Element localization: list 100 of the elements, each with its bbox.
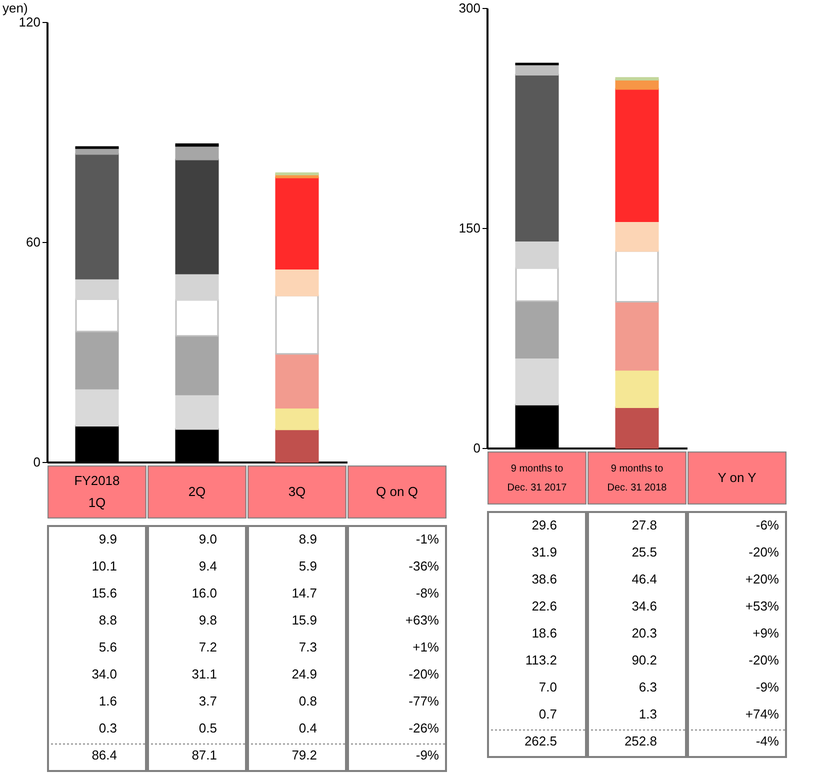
bar xyxy=(175,145,219,160)
text: -20% xyxy=(748,544,780,560)
data-label: 7.3 xyxy=(298,640,317,654)
data-label: 1.3 xyxy=(638,706,657,722)
data-label: 34.0 xyxy=(92,666,117,682)
text: Y on Y xyxy=(718,470,757,485)
data-label: 7.2 xyxy=(198,640,217,654)
data-label: 16.0 xyxy=(192,586,217,600)
data-label: 20.3 xyxy=(632,626,657,640)
text: -1% xyxy=(416,532,440,546)
data-label: 31.1 xyxy=(192,666,217,682)
bar xyxy=(615,406,659,449)
y-tick-label: 150 xyxy=(458,220,480,236)
data-label: 38.6 xyxy=(532,572,557,586)
bar xyxy=(175,299,219,337)
data-label: 10.1 xyxy=(92,558,117,574)
text: Q on Q xyxy=(376,484,418,499)
text: 252.8 xyxy=(624,734,657,748)
data-label: 34.6 xyxy=(632,598,657,614)
text: -77% xyxy=(408,694,440,708)
data-label: 5.9 xyxy=(298,558,317,574)
bar xyxy=(515,240,559,269)
y-axis-title: yen) xyxy=(2,0,28,16)
data-label: 1.6 xyxy=(98,694,117,708)
data-label: 7.0 xyxy=(538,680,557,694)
text: +63% xyxy=(405,612,440,628)
data-label: 22.6 xyxy=(532,598,557,614)
data-label: 0.4 xyxy=(298,720,317,736)
text: +53% xyxy=(745,598,780,614)
data-label: 9.8 xyxy=(198,612,217,628)
data-label: 31.9 xyxy=(532,544,557,560)
bar xyxy=(515,64,559,76)
text: -9% xyxy=(416,748,440,762)
data-label: 25.5 xyxy=(632,544,657,560)
bar xyxy=(75,330,119,390)
data-label: 0.8 xyxy=(298,694,317,708)
data-label: 9.0 xyxy=(198,532,217,546)
text: 79.2 xyxy=(292,748,317,762)
y-tick-label: 120 xyxy=(18,14,40,30)
y-tick-label: 0 xyxy=(473,440,480,456)
data-label: 90.2 xyxy=(632,652,657,668)
bar xyxy=(275,353,319,408)
text: -6% xyxy=(756,518,780,532)
data-label: 0.5 xyxy=(198,720,217,736)
bar xyxy=(275,428,319,463)
bar xyxy=(615,220,659,252)
bar xyxy=(515,74,559,242)
bar xyxy=(615,88,659,222)
x-tick-label: 9 months to Dec. 31 2018 xyxy=(607,464,668,494)
text: +20% xyxy=(745,572,780,586)
bar xyxy=(175,335,219,396)
bar xyxy=(175,158,219,274)
data-label: 5.6 xyxy=(98,640,117,654)
text: +74% xyxy=(745,706,780,722)
data-label: 9.9 xyxy=(98,532,117,546)
text: 86.4 xyxy=(92,748,117,762)
text: +9% xyxy=(752,626,780,640)
bar xyxy=(615,301,659,371)
data-label: 8.8 xyxy=(98,612,117,628)
text: -8% xyxy=(416,586,440,600)
data-label: 24.9 xyxy=(292,666,317,682)
data-label: 15.6 xyxy=(92,586,117,600)
data-label: 15.9 xyxy=(292,612,317,628)
data-label: 8.9 xyxy=(298,532,317,546)
data-label: 18.6 xyxy=(532,626,557,640)
y-tick-label: 300 xyxy=(458,0,480,16)
text: -20% xyxy=(748,652,780,668)
data-label: 46.4 xyxy=(632,572,657,586)
x-tick-label: 9 months to Dec. 31 2017 xyxy=(507,464,568,494)
data-label: 3.7 xyxy=(198,694,217,708)
text: 262.5 xyxy=(524,734,557,748)
bar xyxy=(175,272,219,301)
text: -20% xyxy=(408,666,440,682)
data-label: 14.7 xyxy=(292,586,317,600)
bar xyxy=(175,394,219,430)
bar xyxy=(615,250,659,303)
x-tick-label: FY2018 1Q xyxy=(74,473,120,510)
bar xyxy=(75,278,119,300)
bar xyxy=(275,268,319,296)
data-label: 27.8 xyxy=(632,518,657,532)
data-label: 9.4 xyxy=(198,558,217,574)
text: -26% xyxy=(408,720,440,736)
bar xyxy=(75,388,119,426)
bar xyxy=(515,357,559,406)
data-label: 0.7 xyxy=(538,706,557,722)
text: -9% xyxy=(756,680,780,694)
x-tick-label: 3Q xyxy=(288,484,306,499)
bar xyxy=(615,369,659,408)
bar xyxy=(75,153,119,280)
y-tick-label: 0 xyxy=(33,454,40,470)
bar xyxy=(515,267,559,302)
bar xyxy=(275,176,319,270)
data-label: 6.3 xyxy=(638,680,657,694)
bar xyxy=(75,298,119,332)
bar xyxy=(275,294,319,355)
text: -4% xyxy=(756,734,780,748)
text: +1% xyxy=(412,640,440,654)
data-label: 29.6 xyxy=(532,518,557,532)
data-label: 113.2 xyxy=(525,652,557,668)
text: 87.1 xyxy=(192,748,217,762)
